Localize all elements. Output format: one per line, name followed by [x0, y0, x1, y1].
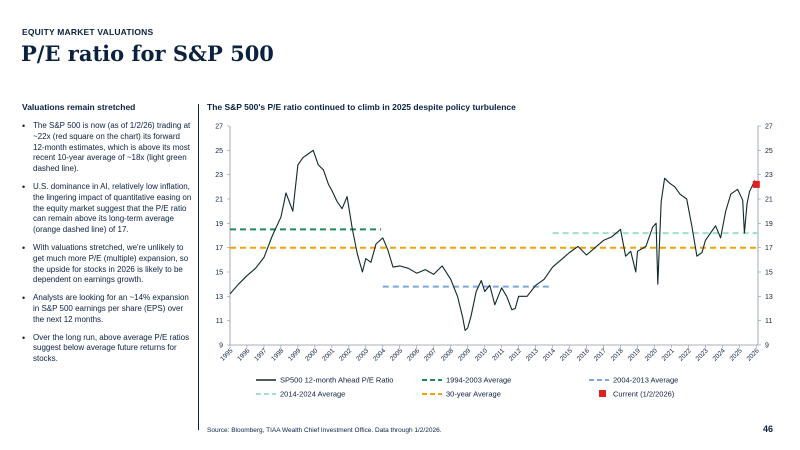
y-tick-label-right: 15	[765, 270, 773, 277]
x-tick-label: 2018	[610, 347, 625, 362]
pe-ratio-chart: 9 9 11 11 13 13 15 15 17 17 19 19 21 21 23 23 25 25 27 27 19…	[215, 124, 773, 399]
legend-label: 30-year Average	[446, 390, 501, 399]
bullet-item: With valuations stretched, we're unlikel…	[22, 243, 192, 286]
y-tick-label-right: 23	[765, 172, 773, 179]
y-tick-label-left: 27	[215, 124, 223, 131]
legend-label: 2004-2013 Average	[613, 376, 678, 385]
x-tick-label: 1998	[270, 347, 285, 362]
y-tick-label-right: 21	[765, 197, 773, 204]
y-tick-label-right: 9	[765, 343, 769, 350]
x-tick-label: 2000	[304, 347, 319, 362]
sidebar-heading: Valuations remain stretched	[22, 102, 136, 112]
y-tick-label-right: 19	[765, 221, 773, 228]
y-tick-label-left: 23	[215, 172, 223, 179]
y-tick-label-left: 9	[219, 343, 223, 350]
x-tick-label: 2014	[542, 347, 557, 362]
current-pe-marker	[752, 180, 760, 188]
y-tick-label-left: 19	[215, 221, 223, 228]
bullet-item: U.S. dominance in AI, relatively low inf…	[22, 182, 192, 236]
x-tick-label: 2023	[695, 347, 710, 362]
x-tick-label: 2019	[627, 347, 642, 362]
sidebar-commentary: Valuations remain stretched The S&P 500 …	[22, 102, 192, 372]
y-tick-label-right: 13	[765, 294, 773, 301]
y-tick-label-left: 11	[216, 318, 223, 325]
x-tick-label: 2022	[678, 347, 693, 362]
x-tick-label: 2002	[338, 347, 353, 362]
x-tick-label: 2015	[559, 347, 574, 362]
legend-swatch	[599, 390, 606, 397]
pe-ratio-line	[229, 149, 757, 331]
section-kicker: EQUITY MARKET VALUATIONS	[22, 27, 154, 37]
x-tick-label: 2026	[746, 347, 761, 362]
x-tick-label: 2024	[712, 347, 727, 362]
y-tick-label-right: 25	[765, 148, 773, 155]
source-note: Source: Bloomberg, TIAA Wealth Chief Inv…	[207, 427, 442, 434]
y-tick-label-left: 17	[215, 245, 223, 252]
legend-label: 1994-2003 Average	[446, 376, 511, 385]
x-tick-label: 2008	[440, 347, 455, 362]
x-tick-label: 2003	[355, 347, 370, 362]
y-tick-label-left: 21	[215, 197, 223, 204]
x-tick-label: 2001	[321, 347, 336, 362]
bullet-item: Over the long run, above average P/E rat…	[22, 333, 192, 365]
legend-label: 2014-2024 Average	[280, 390, 345, 399]
y-tick-label-right: 27	[765, 124, 773, 131]
x-tick-label: 2011	[491, 347, 506, 362]
x-tick-label: 1999	[287, 347, 302, 362]
chart-title: The S&P 500's P/E ratio continued to cli…	[207, 102, 516, 112]
x-tick-label: 2012	[508, 347, 523, 362]
y-tick-label-right: 17	[765, 245, 773, 252]
page-number: 46	[763, 424, 774, 434]
x-tick-label: 2016	[576, 347, 591, 362]
x-tick-label: 2021	[661, 347, 676, 362]
x-tick-label: 2017	[593, 347, 608, 362]
x-tick-label: 2020	[644, 347, 659, 362]
x-tick-label: 2010	[474, 347, 489, 362]
bullet-item: Analysts are looking for an ~14% expansi…	[22, 293, 192, 325]
y-tick-label-left: 13	[215, 294, 223, 301]
column-divider	[198, 104, 199, 430]
x-tick-label: 1996	[236, 347, 251, 362]
legend-label: Current (1/2/2026)	[613, 390, 675, 399]
bullet-item: The S&P 500 is now (as of 1/2/26) tradin…	[22, 121, 192, 175]
x-tick-label: 2025	[729, 347, 744, 362]
x-tick-label: 1995	[219, 347, 234, 362]
x-tick-label: 1997	[253, 347, 268, 362]
bullet-list: The S&P 500 is now (as of 1/2/26) tradin…	[22, 121, 192, 365]
legend-label: SP500 12-month Ahead P/E Ratio	[280, 376, 393, 385]
y-tick-label-left: 25	[215, 148, 223, 155]
y-tick-label-left: 15	[215, 270, 223, 277]
x-tick-label: 2004	[372, 347, 387, 362]
x-tick-label: 2009	[457, 347, 472, 362]
x-tick-label: 2007	[423, 347, 438, 362]
x-tick-label: 2013	[525, 347, 540, 362]
x-tick-label: 2005	[389, 347, 404, 362]
x-tick-label: 2006	[406, 347, 421, 362]
y-tick-label-right: 11	[765, 318, 772, 325]
page-title: P/E ratio for S&P 500	[21, 41, 274, 66]
